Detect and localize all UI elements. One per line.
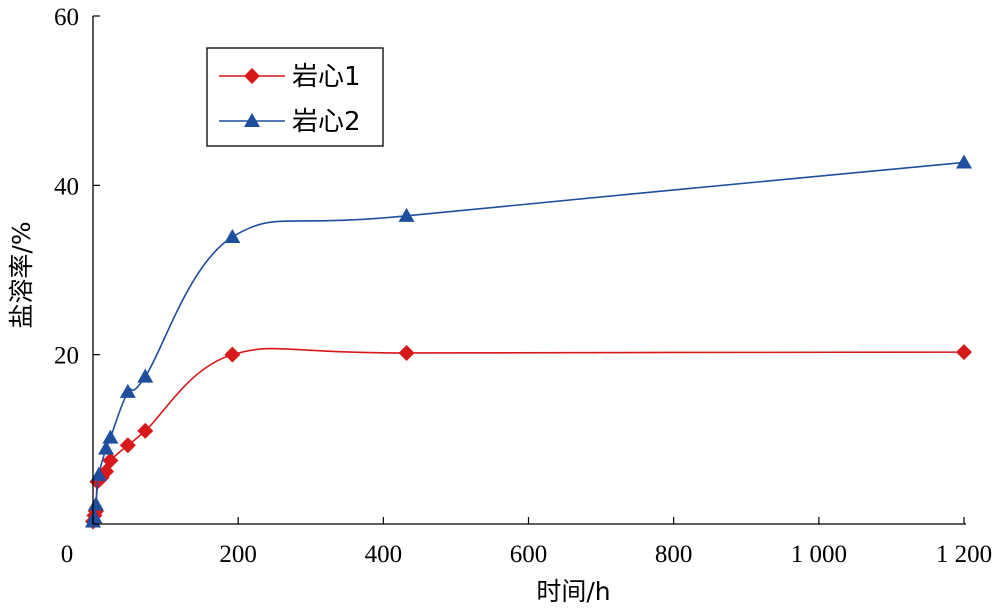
legend-label-2: 岩心2 bbox=[292, 107, 361, 137]
axes: 0 200 400 600 800 1 000 1 200 20 40 60 bbox=[54, 4, 992, 568]
legend-label-1: 岩心1 bbox=[292, 62, 361, 92]
y-tick-label: 40 bbox=[54, 173, 79, 200]
plot-area bbox=[85, 154, 972, 530]
x-axis-title: 时间/h bbox=[536, 577, 610, 606]
series-2-point bbox=[398, 207, 415, 222]
x-tick-label: 600 bbox=[510, 541, 548, 568]
x-tick-label: 1 200 bbox=[936, 541, 992, 568]
series-1-point bbox=[137, 422, 154, 439]
y-axis-title: 盐溶率/% bbox=[7, 221, 36, 328]
series-1-point bbox=[102, 452, 119, 469]
legend: 岩心1 岩心2 bbox=[206, 47, 384, 147]
series-2-line bbox=[92, 161, 965, 522]
y-tick-label: 60 bbox=[54, 4, 79, 31]
legend-marker-2 bbox=[244, 113, 260, 127]
series-1-point bbox=[119, 437, 136, 454]
series-2-point bbox=[86, 509, 103, 524]
x-tick-label: 800 bbox=[655, 541, 693, 568]
series-1 bbox=[85, 344, 972, 530]
series-2-point bbox=[137, 368, 154, 383]
x-tick-label: 1 000 bbox=[791, 541, 847, 568]
x-tick-label: 400 bbox=[365, 541, 403, 568]
series-2-point bbox=[102, 429, 119, 444]
series-2-point bbox=[98, 440, 115, 455]
series-1-line bbox=[92, 347, 965, 522]
series-2 bbox=[85, 154, 972, 528]
legend-marker-1 bbox=[244, 68, 260, 84]
y-tick-label: 20 bbox=[54, 343, 79, 370]
series-2-point bbox=[90, 466, 107, 481]
series-2-point bbox=[224, 228, 241, 243]
series-2-point bbox=[956, 154, 972, 169]
series-1-point bbox=[224, 346, 241, 363]
series-2-point bbox=[87, 496, 104, 511]
x-tick-label: 0 bbox=[61, 541, 74, 568]
legend-box bbox=[206, 47, 384, 147]
series-1-point bbox=[398, 344, 415, 361]
x-tick-label: 200 bbox=[219, 541, 257, 568]
series-2-point bbox=[119, 383, 136, 398]
series-1-point bbox=[956, 344, 972, 361]
